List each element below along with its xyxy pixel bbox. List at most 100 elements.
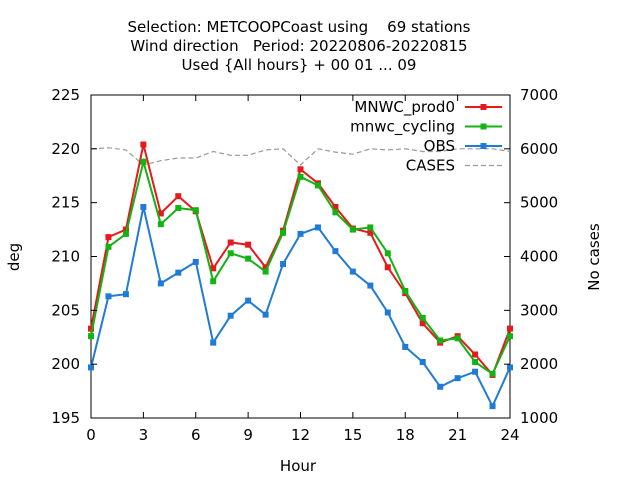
data-point-obs bbox=[384, 309, 391, 316]
y2-tick-label: 3000 bbox=[520, 301, 558, 319]
data-point-obs bbox=[332, 248, 339, 255]
y-tick-label: 200 bbox=[51, 355, 80, 373]
data-point-mnwc-prod0 bbox=[210, 265, 217, 272]
legend-label-cases: CASES bbox=[406, 157, 455, 175]
data-point-obs bbox=[367, 282, 374, 289]
data-point-mnwc-cycling bbox=[402, 287, 409, 294]
data-point-mnwc-cycling bbox=[105, 243, 112, 250]
x-tick-label: 9 bbox=[243, 426, 253, 444]
data-point-obs bbox=[140, 203, 147, 210]
data-point-mnwc-cycling bbox=[227, 250, 234, 257]
x-tick-label: 3 bbox=[139, 426, 149, 444]
data-point-obs bbox=[402, 343, 409, 350]
data-point-mnwc-cycling bbox=[454, 335, 461, 342]
data-point-mnwc-prod0 bbox=[384, 264, 391, 271]
data-point-mnwc-cycling bbox=[472, 359, 479, 366]
data-point-obs bbox=[489, 403, 496, 410]
legend-label-mnwc-cycling: mnwc_cycling bbox=[350, 118, 455, 137]
y2-tick-label: 4000 bbox=[520, 248, 558, 266]
x-tick-label: 6 bbox=[191, 426, 201, 444]
data-point-obs bbox=[227, 312, 234, 319]
y-tick-label: 225 bbox=[51, 86, 80, 104]
data-point-obs bbox=[454, 375, 461, 382]
data-point-mnwc-cycling bbox=[384, 250, 391, 257]
data-point-mnwc-prod0 bbox=[245, 241, 252, 248]
legend-label-mnwc-prod0: MNWC_prod0 bbox=[354, 98, 455, 117]
data-point-obs bbox=[105, 293, 112, 300]
data-point-mnwc-prod0 bbox=[105, 234, 112, 241]
y2-tick-label: 5000 bbox=[520, 194, 558, 212]
y-axis-label: deg bbox=[5, 243, 23, 271]
data-point-mnwc-cycling bbox=[140, 158, 147, 165]
data-point-obs bbox=[297, 230, 304, 237]
data-point-mnwc-cycling bbox=[88, 333, 94, 340]
y-tick-label: 215 bbox=[51, 194, 80, 212]
data-point-obs bbox=[157, 280, 164, 287]
data-point-mnwc-cycling bbox=[297, 173, 304, 180]
data-point-obs bbox=[122, 291, 129, 298]
data-point-obs bbox=[192, 258, 199, 265]
data-point-mnwc-cycling bbox=[349, 226, 356, 233]
y2-tick-label: 2000 bbox=[520, 355, 558, 373]
data-point-mnwc-cycling bbox=[245, 255, 252, 262]
data-point-mnwc-cycling bbox=[210, 278, 217, 285]
data-point-obs bbox=[472, 368, 479, 375]
data-point-mnwc-prod0 bbox=[507, 325, 513, 332]
data-point-mnwc-cycling bbox=[122, 230, 129, 237]
data-point-obs bbox=[507, 364, 513, 371]
data-point-mnwc-cycling bbox=[157, 221, 164, 228]
axis-ticks: 0 3 6 9 12 15 18 21 24 195 200 205 210 215 220 225 1000 2… bbox=[51, 86, 558, 444]
data-point-mnwc-cycling bbox=[507, 333, 513, 340]
data-point-mnwc-cycling bbox=[437, 337, 444, 344]
data-point-obs bbox=[210, 339, 217, 346]
data-point-mnwc-cycling bbox=[175, 205, 182, 212]
x-tick-label: 0 bbox=[86, 426, 96, 444]
legend-label-obs: OBS bbox=[424, 137, 455, 155]
data-point-mnwc-prod0 bbox=[367, 229, 374, 236]
y2-tick-label: 6000 bbox=[520, 140, 558, 158]
data-point-mnwc-prod0 bbox=[472, 351, 479, 358]
data-point-obs bbox=[314, 224, 321, 231]
series-line-mnwc-cycling bbox=[90, 157, 511, 376]
legend-marker-mnwc-cycling bbox=[480, 123, 487, 130]
data-point-mnwc-cycling bbox=[489, 370, 496, 377]
data-point-mnwc-cycling bbox=[314, 182, 321, 189]
y-tick-label: 195 bbox=[51, 409, 80, 427]
data-point-obs bbox=[419, 359, 426, 366]
data-point-mnwc-cycling bbox=[280, 229, 287, 236]
data-point-mnwc-prod0 bbox=[88, 325, 94, 332]
x-tick-label: 15 bbox=[343, 426, 362, 444]
x-tick-label: 12 bbox=[291, 426, 310, 444]
data-point-mnwc-cycling bbox=[367, 224, 374, 231]
legend-marker-obs bbox=[480, 143, 487, 149]
series-line-cases bbox=[90, 147, 511, 166]
data-point-obs bbox=[262, 311, 269, 318]
data-point-obs bbox=[175, 269, 182, 276]
data-point-mnwc-cycling bbox=[419, 314, 426, 321]
data-point-mnwc-prod0 bbox=[122, 226, 129, 233]
y2-tick-label: 1000 bbox=[520, 409, 558, 427]
y-tick-label: 210 bbox=[51, 248, 80, 266]
y-tick-label: 205 bbox=[51, 301, 80, 319]
data-point-mnwc-cycling bbox=[332, 209, 339, 216]
data-point-mnwc-prod0 bbox=[227, 239, 234, 246]
data-point-obs bbox=[437, 383, 444, 390]
data-point-obs bbox=[245, 297, 252, 304]
data-point-mnwc-prod0 bbox=[419, 320, 426, 327]
title-line-1: Selection: METCOOPCoast using 69 station… bbox=[128, 18, 471, 36]
data-point-obs bbox=[280, 261, 287, 268]
y-tick-label: 220 bbox=[51, 140, 80, 158]
title-line-3: Used {All hours} + 00 01 ... 09 bbox=[182, 56, 417, 74]
x-tick-label: 24 bbox=[500, 426, 519, 444]
x-tick-label: 21 bbox=[448, 426, 467, 444]
cases-series-layer bbox=[90, 147, 511, 166]
y2-axis-label: No cases bbox=[585, 223, 603, 291]
title-line-2: Wind direction Period: 20220806-20220815 bbox=[130, 37, 467, 55]
series-layer bbox=[88, 141, 513, 410]
data-point-mnwc-prod0 bbox=[157, 210, 164, 217]
data-point-mnwc-prod0 bbox=[140, 141, 147, 148]
x-axis-label: Hour bbox=[280, 457, 317, 475]
data-point-mnwc-cycling bbox=[262, 268, 269, 275]
